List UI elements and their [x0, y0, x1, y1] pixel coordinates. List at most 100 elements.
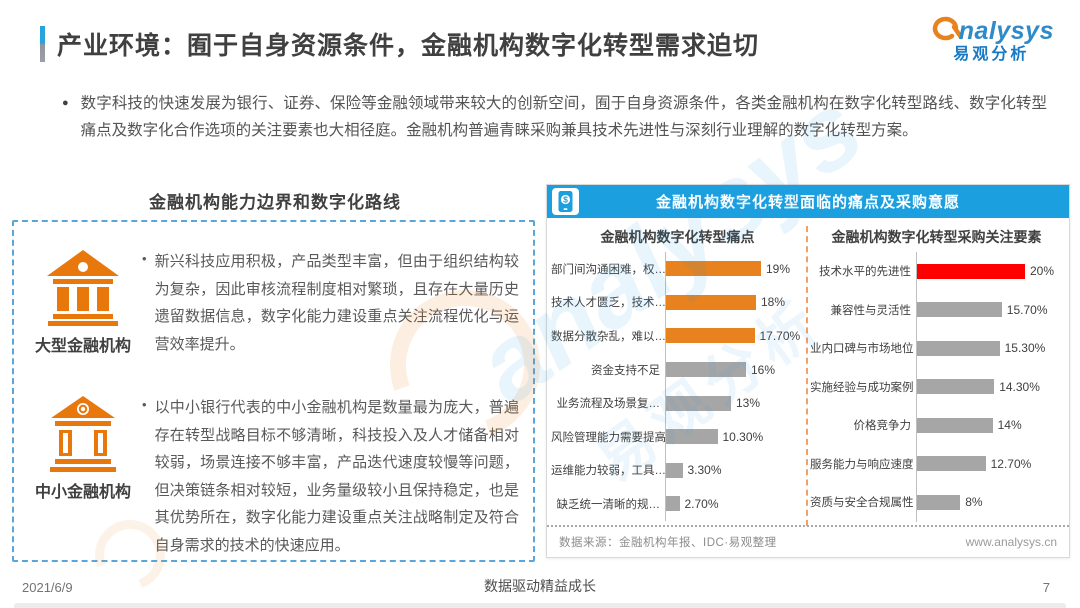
bar-value-label: 3.30%	[687, 463, 722, 478]
institution-label: 大型金融机构	[34, 338, 131, 355]
bar-value-label: 14.30%	[999, 379, 1040, 394]
bar-value-label: 16%	[751, 362, 776, 377]
chart-row: 风险管理能力需要提高 10.30%	[551, 419, 804, 454]
chart-row: 价格竞争力 14%	[810, 406, 1063, 445]
analysys-swirl-icon	[932, 16, 963, 41]
bar-value-label: 17.70%	[759, 328, 801, 343]
bar-value-label: 2.70%	[684, 496, 719, 511]
bar-track: 15.70%	[916, 290, 1063, 329]
list-bullet: •	[142, 251, 147, 266]
chart-rows: 部门间沟通困难，权… 19% 技术人才匮乏，技术… 18% 数据分散杂乱，难以… 17.7…	[551, 252, 804, 521]
mobile-payment-icon: $	[552, 188, 579, 215]
bar-track: 10.30%	[665, 419, 804, 454]
bar	[917, 456, 986, 472]
bar	[917, 379, 995, 395]
charts-card: $ 金融机构数字化转型面临的痛点及采购意愿 金融机构数字化转型痛点 部门间沟通困…	[546, 184, 1070, 558]
chart-row: 缺乏统一清晰的规… 2.70%	[551, 487, 804, 521]
chart-row: 实施经验与成功案例 14.30%	[810, 367, 1063, 406]
bar-category-label: 资金支持不足	[591, 364, 660, 377]
chart-row: 技术水平的先进性 20%	[810, 252, 1063, 291]
bar-category-label: 实施经验与成功案例	[810, 381, 914, 394]
bar-category-label: 数据分散杂乱，难以…	[551, 330, 666, 343]
chart-title: 金融机构数字化转型痛点	[600, 229, 755, 245]
bar	[666, 294, 756, 310]
bar-track: 18%	[665, 285, 804, 320]
data-source-note: 数据来源：金融机构年报、IDC·易观整理	[559, 537, 777, 549]
chart-rows: 技术水平的先进性 20% 兼容性与灵活性 15.70% 业内口碑与市场地位 15.30% 实…	[810, 252, 1063, 522]
bar-track: 19%	[665, 252, 804, 286]
charts-row: 金融机构数字化转型痛点 部门间沟通困难，权… 19% 技术人才匮乏，技术… 18% 数据…	[547, 218, 1069, 526]
chart-title: 金融机构数字化转型采购关注要素	[831, 229, 1042, 245]
bank-outline-icon	[50, 396, 116, 472]
bar-value-label: 18%	[761, 295, 786, 310]
chart-row: 技术人才匮乏，技术… 18%	[551, 285, 804, 320]
bar	[666, 496, 680, 512]
logo-brand-cn: 易观分析	[953, 46, 1030, 63]
chart-row: 业务流程及场景复… 13%	[551, 386, 804, 420]
website-url: www.analysys.cn	[965, 535, 1057, 549]
bar-track: 12.70%	[916, 444, 1063, 483]
chart-row: 服务能力与响应速度 12.70%	[810, 444, 1063, 483]
bar-track: 14.30%	[916, 367, 1063, 406]
bar	[666, 362, 746, 378]
bar-value-label: 20%	[1030, 264, 1055, 279]
bar-track: 13%	[665, 386, 804, 420]
bar	[666, 462, 683, 478]
bar-value-label: 13%	[736, 396, 761, 411]
bottom-edge-strip	[14, 603, 1066, 608]
footer-date: 2021/6/9	[22, 580, 73, 595]
left-panel-heading: 金融机构能力边界和数字化路线	[149, 193, 401, 212]
bar-value-label: 10.30%	[722, 429, 764, 444]
slide-header: 产业环境：囿于自身资源条件，金融机构数字化转型需求迫切	[40, 26, 759, 62]
bar-category-label: 技术人才匮乏，技术…	[551, 297, 666, 310]
chart-row: 兼容性与灵活性 15.70%	[810, 290, 1063, 329]
chart-row: 资质与安全合规属性 8%	[810, 483, 1063, 522]
bar	[917, 494, 961, 510]
bar-track: 2.70%	[665, 487, 804, 521]
bar-value-label: 15.70%	[1006, 302, 1048, 317]
bar-category-label: 资质与安全合规属性	[810, 497, 914, 510]
bar-category-label: 技术水平的先进性	[819, 266, 911, 279]
institution-label: 中小金融机构	[34, 484, 131, 501]
bar-category-label: 缺乏统一清晰的规…	[556, 498, 661, 511]
bullet-dot: ●	[62, 97, 69, 109]
bar-value-label: 14%	[997, 418, 1022, 433]
bar-track: 14%	[916, 406, 1063, 445]
bar-value-label: 15.30%	[1004, 341, 1046, 356]
chart-row: 数据分散杂乱，难以… 17.70%	[551, 319, 804, 353]
institution-description: 新兴科技应用积极，产品类型丰富，但由于组织结构较为复杂，因此审核流程制度相对繁琐…	[154, 253, 519, 353]
institution-item-small: 中小金融机构 • 以中小银行代表的中小金融机构是数量最为庞大，普遍存在转型战略目…	[14, 392, 533, 559]
list-bullet: •	[142, 397, 147, 412]
chart-row: 部门间沟通困难，权… 19%	[551, 252, 804, 286]
bank-solid-icon	[47, 250, 119, 326]
chart-row: 业内口碑与市场地位 15.30%	[810, 329, 1063, 368]
bar-value-label: 8%	[965, 495, 983, 510]
bar-category-label: 兼容性与灵活性	[830, 304, 912, 317]
bar	[917, 263, 1025, 279]
bar	[917, 417, 993, 433]
purchase-factors-chart: 金融机构数字化转型采购关注要素 技术水平的先进性 20% 兼容性与灵活性 15.70%…	[810, 224, 1063, 526]
institution-item-large: 大型金融机构 • 新兴科技应用积极，产品类型丰富，但由于组织结构较为复杂，因此审…	[14, 246, 533, 358]
bar	[917, 302, 1002, 318]
bar-category-label: 业内口碑与市场地位	[810, 343, 914, 356]
bar-track: 3.30%	[665, 453, 804, 488]
bar-track: 17.70%	[665, 319, 804, 353]
bar	[666, 429, 718, 445]
institution-description: 以中小银行代表的中小金融机构是数量最为庞大，普遍存在转型战略目标不够清晰，科技投…	[154, 399, 519, 554]
bar-track: 20%	[916, 252, 1063, 291]
card-header-title: 金融机构数字化转型面临的痛点及采购意愿	[655, 194, 960, 211]
bar-category-label: 运维能力较弱，工具…	[551, 465, 666, 478]
left-panel-box: 大型金融机构 • 新兴科技应用积极，产品类型丰富，但由于组织结构较为复杂，因此审…	[12, 220, 535, 562]
footer-page-number: 7	[1042, 580, 1050, 595]
intro-paragraph: ● 数字科技的快速发展为银行、证券、保险等金融领域带来较大的创新空间，囿于自身资…	[62, 90, 1047, 144]
logo-brand-text: nalysys	[958, 17, 1054, 45]
intro-text: 数字科技的快速发展为银行、证券、保险等金融领域带来较大的创新空间，囿于自身资源条…	[80, 95, 1047, 139]
charts-divider	[806, 226, 808, 526]
bar-track: 15.30%	[916, 329, 1063, 368]
bar-category-label: 价格竞争力	[853, 420, 912, 433]
bar-track: 16%	[665, 352, 804, 387]
bar	[666, 395, 731, 411]
chart-row: 运维能力较弱，工具… 3.30%	[551, 453, 804, 488]
analysys-logo: nalysys 易观分析	[929, 14, 1054, 63]
